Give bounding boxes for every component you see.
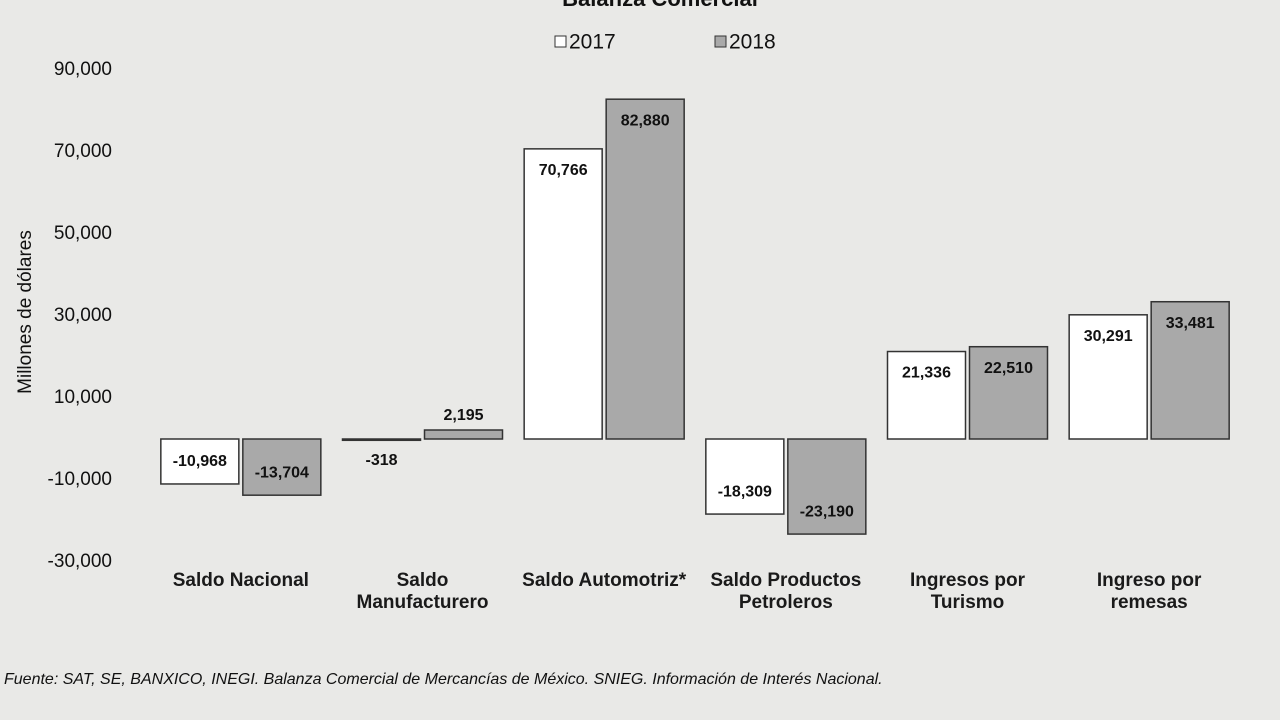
x-tick-label: Saldo Automotriz* — [522, 570, 687, 591]
bar — [341, 438, 422, 442]
data-label: 82,880 — [621, 112, 670, 129]
data-label: 33,481 — [1166, 315, 1215, 332]
bar — [968, 345, 1049, 440]
bar — [705, 438, 785, 515]
y-tick-label: 30,000 — [54, 305, 112, 326]
bar — [1068, 314, 1148, 440]
bar — [787, 438, 867, 535]
source: Fuente: SAT, SE, BANXICO, INEGI. Balanza… — [4, 671, 883, 688]
y-axis-label: Millones de dólares — [15, 230, 36, 394]
y-tick-label: 50,000 — [54, 223, 112, 244]
data-label: -18,309 — [718, 483, 772, 500]
data-label: -13,704 — [255, 464, 309, 481]
data-label: -23,190 — [800, 503, 854, 520]
data-label: -10,968 — [173, 453, 227, 470]
data-label: -318 — [365, 452, 397, 469]
data-label: 30,291 — [1084, 328, 1133, 345]
legend-label: 2018 — [729, 31, 776, 54]
bar — [1150, 300, 1230, 440]
legend-swatch — [714, 35, 727, 48]
x-tick-label: Saldo Nacional — [172, 570, 309, 591]
bar — [242, 438, 322, 496]
x-tick-label: Ingresos por Turismo — [909, 570, 1026, 613]
y-tick-label: -30,000 — [48, 551, 112, 572]
legend-label: 2017 — [569, 31, 616, 54]
data-label: 70,766 — [539, 162, 588, 179]
data-label: 22,510 — [984, 360, 1033, 377]
bar — [523, 148, 603, 440]
chart-title: Balanza Comercial — [562, 0, 758, 11]
y-tick-label: 10,000 — [54, 387, 112, 408]
legend-swatch — [554, 35, 567, 48]
x-tick-label: Saldo Productos Petroleros — [710, 570, 862, 613]
y-tick-label: 70,000 — [54, 141, 112, 162]
x-tick-label: Saldo Manufacturero — [356, 570, 489, 613]
data-label: 2,195 — [443, 407, 483, 424]
y-tick-label: 90,000 — [54, 59, 112, 80]
bar — [423, 429, 504, 440]
bar — [160, 438, 240, 485]
y-tick-label: -10,000 — [48, 469, 112, 490]
bar — [886, 350, 967, 440]
bar — [605, 98, 685, 440]
data-label: 21,336 — [902, 365, 951, 382]
x-tick-label: Ingreso por remesas — [1096, 570, 1202, 613]
